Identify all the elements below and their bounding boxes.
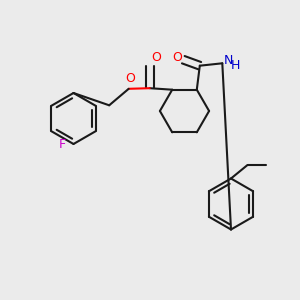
Text: H: H	[231, 59, 240, 72]
Text: O: O	[172, 51, 182, 64]
Text: O: O	[151, 51, 161, 64]
Text: F: F	[59, 137, 66, 151]
Text: O: O	[125, 72, 135, 85]
Text: N: N	[224, 54, 233, 68]
